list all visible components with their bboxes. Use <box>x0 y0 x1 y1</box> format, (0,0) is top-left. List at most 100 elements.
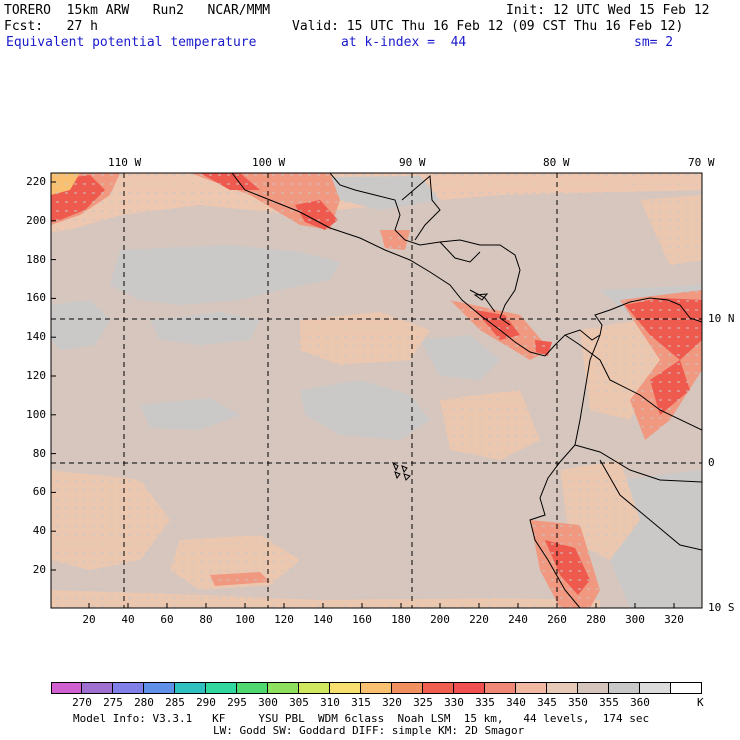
colorbar-swatch <box>671 682 702 694</box>
y-tick-label: 20 <box>32 563 46 576</box>
colorbar-swatch <box>113 682 144 694</box>
model-title: TORERO 15km ARW Run2 NCAR/MMM <box>4 3 271 18</box>
south-america-coastline <box>529 334 601 608</box>
lat-label-10n: 10 N <box>708 312 735 325</box>
lon-label-100w: 100 W <box>252 156 286 169</box>
galapagos-islands <box>391 461 411 481</box>
lon-label-110w: 110 W <box>108 156 142 169</box>
lon-label-90w: 90 W <box>399 156 426 169</box>
coastlines <box>231 173 702 608</box>
colorbar-label: 270 <box>72 696 92 709</box>
lake-nicaragua <box>473 293 489 301</box>
colorbar-swatch <box>516 682 547 694</box>
y-tick-label: 100 <box>26 407 46 421</box>
lon-label-80w: 80 W <box>543 156 570 169</box>
colorbar-swatch <box>268 682 299 694</box>
colorbar-swatch <box>330 682 361 694</box>
colorbar-swatch <box>206 682 237 694</box>
colorbar-label: 330 <box>444 696 464 709</box>
y-tick-label: 60 <box>32 485 46 499</box>
y-tick-label: 220 <box>26 175 46 188</box>
colorbar-swatch <box>485 682 516 694</box>
valid-time: Valid: 15 UTC Thu 16 Feb 12 (09 CST Thu … <box>292 19 684 34</box>
colorbar-label: 360 <box>630 696 650 709</box>
model-info-line2: LW: Godd SW: Goddard DIFF: simple KM: 2D… <box>213 724 525 737</box>
colorbar-label: 320 <box>382 696 402 709</box>
x-tick-label: 140 <box>313 613 333 626</box>
axis-ticks <box>51 181 675 608</box>
colorbar-swatch <box>578 682 609 694</box>
map-frame <box>50 172 703 609</box>
central-america-border <box>469 289 496 313</box>
x-tick-label: 120 <box>274 613 294 626</box>
colorbar-unit: K <box>697 696 704 709</box>
field-name: Equivalent potential temperature <box>6 35 257 50</box>
forecast-hour: Fcst: 27 h <box>4 19 98 34</box>
ecuador-border <box>574 444 702 483</box>
colorbar-swatch <box>423 682 454 694</box>
colorbar-swatch <box>361 682 392 694</box>
y-tick-label: 200 <box>26 213 46 227</box>
colorbar-label: 300 <box>258 696 278 709</box>
colorbar-label: 285 <box>165 696 185 709</box>
y-tick-label: 80 <box>32 446 46 460</box>
yucatan-border <box>401 174 441 241</box>
x-tick-label: 80 <box>199 613 213 626</box>
colorbar-label: 345 <box>537 696 557 709</box>
x-tick-label: 320 <box>664 613 684 626</box>
colorbar-swatch <box>640 682 671 694</box>
colorbar-label: 295 <box>227 696 247 709</box>
equivalent-potential-temperature-field <box>51 173 702 608</box>
colorbar-label: 325 <box>413 696 433 709</box>
y-tick-label: 180 <box>26 252 46 266</box>
colombia-border <box>564 334 702 431</box>
colorbar-swatch <box>392 682 423 694</box>
latlon-grid <box>51 173 702 608</box>
x-tick-label: 100 <box>235 613 255 626</box>
lon-label-70w: 70 W <box>688 156 715 169</box>
central-america-border <box>439 241 481 263</box>
colorbar-swatch <box>237 682 268 694</box>
colorbar-label: 290 <box>196 696 216 709</box>
y-tick-label: 120 <box>26 369 46 382</box>
x-tick-label: 200 <box>430 613 450 626</box>
y-tick-label: 40 <box>32 524 46 538</box>
x-tick-label: 60 <box>160 613 174 626</box>
colorbar-swatch <box>547 682 578 694</box>
y-tick-label: 140 <box>26 330 46 344</box>
colorbar-label: 305 <box>289 696 309 709</box>
colorbar-label: 275 <box>103 696 123 709</box>
x-tick-label: 220 <box>469 613 489 626</box>
x-tick-label: 40 <box>121 613 135 626</box>
colorbar-label: 335 <box>475 696 495 709</box>
x-tick-label: 180 <box>391 613 411 626</box>
colorbar-swatch <box>609 682 640 694</box>
lat-label-10s: 10 S <box>708 601 735 614</box>
pacific-coastline <box>231 173 702 357</box>
x-tick-label: 280 <box>586 613 606 626</box>
x-tick-label: 260 <box>547 613 567 626</box>
colorbar-swatch <box>144 682 175 694</box>
colorbar-label: 355 <box>599 696 619 709</box>
x-tick-label: 300 <box>625 613 645 626</box>
colorbar-swatch <box>175 682 206 694</box>
colorbar-label: 350 <box>568 696 588 709</box>
init-time: Init: 12 UTC Wed 15 Feb 12 <box>506 3 710 18</box>
level-label: at k-index = 44 <box>341 35 467 50</box>
lat-label-equator: 0 <box>708 456 715 469</box>
x-tick-label: 160 <box>352 613 372 626</box>
colorbar-swatch <box>454 682 485 694</box>
peru-border <box>599 459 702 551</box>
colorbar-swatch <box>299 682 330 694</box>
colorbar-label: 280 <box>134 696 154 709</box>
smoothing-label: sm= 2 <box>634 35 674 50</box>
colorbar-swatch <box>82 682 113 694</box>
model-info-line1: Model Info: V3.3.1 KF YSU PBL WDM 6class… <box>73 712 650 725</box>
colorbar-swatch <box>51 682 82 694</box>
colorbar-label: 340 <box>506 696 526 709</box>
colorbar-label: 310 <box>320 696 340 709</box>
x-tick-label: 20 <box>82 613 96 626</box>
y-tick-label: 160 <box>26 291 46 305</box>
x-tick-label: 240 <box>508 613 528 626</box>
